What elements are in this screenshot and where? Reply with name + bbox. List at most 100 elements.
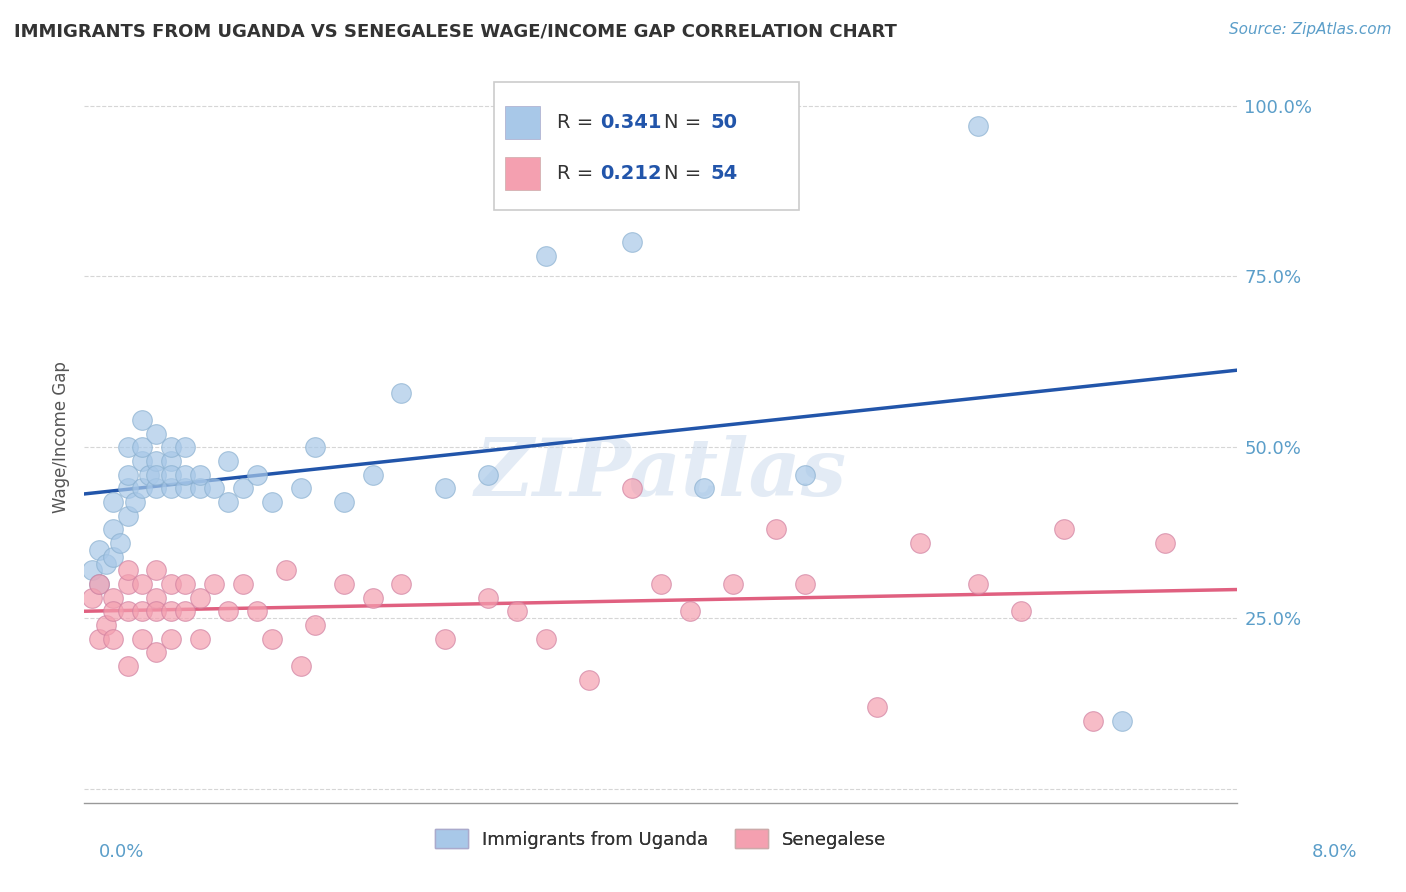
Point [117,481,139,495]
Point [103,522,124,536]
Point [174,467,197,482]
Point [145,604,167,618]
Point [117,467,139,482]
Point [721,577,744,591]
Point [117,604,139,618]
Point [1154,536,1177,550]
Text: 54: 54 [710,164,738,183]
Point [145,467,167,482]
Point [333,577,356,591]
Point [160,632,183,646]
Text: R =: R = [557,164,599,183]
Point [174,440,197,454]
Point [160,577,183,591]
FancyBboxPatch shape [505,106,540,139]
Point [765,522,787,536]
Point [160,440,183,454]
Point [124,495,146,509]
Point [87,632,110,646]
Point [794,467,817,482]
Point [477,467,499,482]
Point [218,604,240,618]
Point [94,557,117,571]
Point [103,549,124,564]
Point [87,577,110,591]
Point [361,591,384,605]
Text: Source: ZipAtlas.com: Source: ZipAtlas.com [1229,22,1392,37]
Point [145,454,167,468]
Point [290,481,312,495]
Point [232,577,254,591]
Text: 0.212: 0.212 [600,164,661,183]
Point [117,440,139,454]
Point [160,467,183,482]
FancyBboxPatch shape [505,157,540,190]
Point [578,673,600,687]
Point [304,618,326,632]
Point [160,454,183,468]
Point [103,632,124,646]
Text: ZIPatlas: ZIPatlas [475,435,846,512]
Text: N =: N = [664,164,707,183]
Y-axis label: Wage/Income Gap: Wage/Income Gap [52,361,70,513]
Point [693,481,716,495]
Point [117,577,139,591]
Point [232,481,254,495]
Point [174,577,197,591]
Text: IMMIGRANTS FROM UGANDA VS SENEGALESE WAGE/INCOME GAP CORRELATION CHART: IMMIGRANTS FROM UGANDA VS SENEGALESE WAG… [14,22,897,40]
Point [534,632,557,646]
Text: 50: 50 [710,113,737,132]
Point [218,454,240,468]
Point [145,563,167,577]
Point [621,235,644,250]
Point [650,577,672,591]
Point [80,563,103,577]
FancyBboxPatch shape [494,82,799,211]
Point [304,440,326,454]
Legend: Immigrants from Uganda, Senegalese: Immigrants from Uganda, Senegalese [427,822,894,856]
Point [188,632,211,646]
Text: 0.0%: 0.0% [98,843,143,861]
Point [117,659,139,673]
Point [117,563,139,577]
Point [333,495,356,509]
Point [534,249,557,263]
Point [260,495,283,509]
Point [131,454,153,468]
Point [1083,714,1105,728]
Point [202,577,225,591]
Point [174,481,197,495]
Point [910,536,932,550]
Text: N =: N = [664,113,707,132]
Point [174,604,197,618]
Point [866,700,889,714]
Point [103,604,124,618]
Point [145,645,167,659]
Text: 0.341: 0.341 [600,113,661,132]
Point [506,604,529,618]
Point [145,481,167,495]
Point [131,604,153,618]
Point [276,563,298,577]
Text: 8.0%: 8.0% [1312,843,1357,861]
Point [1111,714,1133,728]
Point [188,467,211,482]
Point [433,632,456,646]
Point [218,495,240,509]
Point [433,481,456,495]
Point [131,577,153,591]
Point [260,632,283,646]
Point [131,413,153,427]
Point [1053,522,1076,536]
Point [246,467,269,482]
Point [117,508,139,523]
Point [391,577,413,591]
Point [202,481,225,495]
Point [138,467,160,482]
Point [1010,604,1032,618]
Point [145,591,167,605]
Point [94,618,117,632]
Point [290,659,312,673]
Point [110,536,132,550]
Point [361,467,384,482]
